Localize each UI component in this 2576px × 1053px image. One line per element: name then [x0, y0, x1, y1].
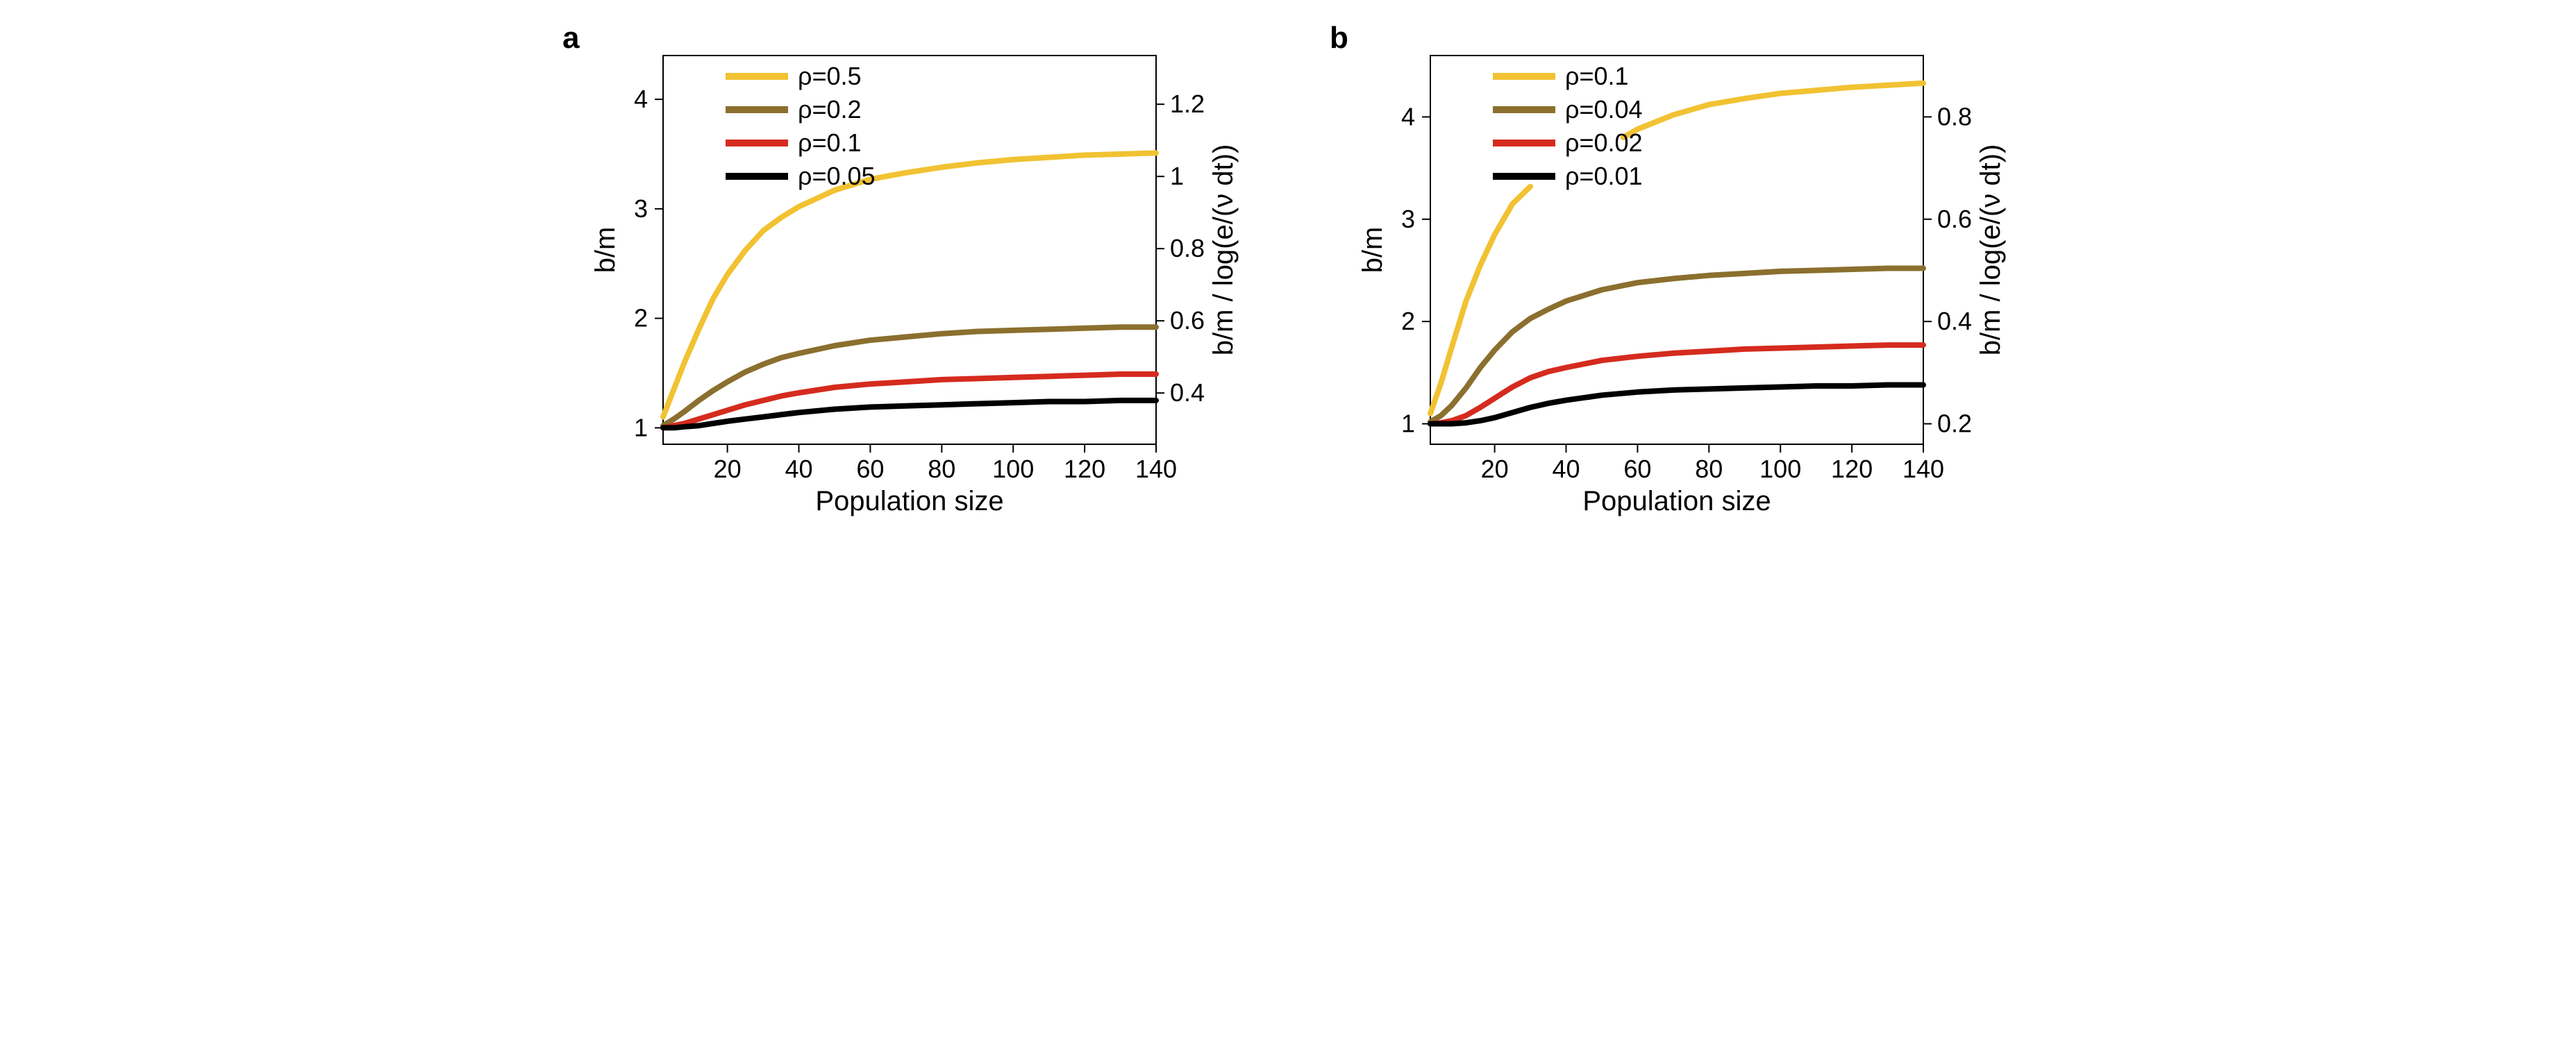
legend-label: ρ=0.2 [798, 95, 862, 124]
svg-text:0.8: 0.8 [1170, 234, 1205, 262]
chart-b: 20 40 60 80 100 120 140 1 2 3 4 0.2 0.4 0.6 0.8 ρ=0.1 ρ=… [1357, 42, 2014, 521]
svg-text:80: 80 [1695, 455, 1723, 483]
svg-text:100: 100 [992, 455, 1034, 483]
legend-label: ρ=0.04 [1565, 95, 1643, 124]
svg-text:0.4: 0.4 [1937, 307, 1972, 335]
svg-text:4: 4 [1401, 102, 1415, 130]
svg-text:3: 3 [1401, 205, 1415, 233]
svg-text:100: 100 [1759, 455, 1801, 483]
svg-text:60: 60 [856, 455, 884, 483]
svg-text:40: 40 [785, 455, 812, 483]
svg-text:0.6: 0.6 [1170, 306, 1205, 335]
svg-text:1: 1 [1170, 162, 1184, 190]
svg-text:0.2: 0.2 [1937, 410, 1972, 438]
svg-text:b/m / log(e/(ν dt)): b/m / log(e/(ν dt)) [1975, 144, 2006, 356]
svg-text:1.2: 1.2 [1170, 90, 1205, 118]
svg-text:20: 20 [714, 455, 742, 483]
svg-text:b/m: b/m [1357, 227, 1388, 273]
svg-text:120: 120 [1831, 455, 1873, 483]
panel-a: a 20 40 60 80 100 120 140 1 2 3 4 0.4 0.6 0.8 1 1.2 ρ=0.5… [562, 21, 1246, 521]
legend-label: ρ=0.05 [798, 162, 876, 190]
legend-label: ρ=0.1 [1565, 62, 1629, 90]
chart-a: 20 40 60 80 100 120 140 1 2 3 4 0.4 0.6 0.8 1 1.2 ρ=0.5 ρ… [590, 42, 1246, 521]
legend-label: ρ=0.5 [798, 62, 862, 90]
svg-text:140: 140 [1902, 455, 1944, 483]
svg-text:40: 40 [1552, 455, 1580, 483]
series-line [1430, 83, 1923, 414]
svg-text:0.6: 0.6 [1937, 205, 1972, 233]
svg-text:b/m: b/m [590, 227, 621, 273]
svg-text:1: 1 [634, 413, 648, 441]
svg-text:2: 2 [1401, 307, 1415, 335]
svg-text:4: 4 [634, 85, 648, 113]
panel-label-b: b [1330, 21, 1348, 56]
legend-label: ρ=0.01 [1565, 162, 1643, 190]
svg-text:20: 20 [1481, 455, 1509, 483]
svg-text:2: 2 [634, 304, 648, 332]
svg-text:80: 80 [928, 455, 955, 483]
svg-text:140: 140 [1135, 455, 1177, 483]
svg-text:60: 60 [1623, 455, 1651, 483]
panel-label-a: a [562, 21, 579, 56]
svg-text:Population size: Population size [815, 486, 1003, 516]
svg-text:0.8: 0.8 [1937, 102, 1972, 130]
svg-text:1: 1 [1401, 410, 1415, 438]
svg-text:3: 3 [634, 194, 648, 223]
figure-container: a2040608010012014012340.40.60.811.2ρ=0.5… [21, 21, 2555, 521]
svg-text:Population size: Population size [1582, 486, 1771, 516]
svg-text:b/m / log(e/(ν dt)): b/m / log(e/(ν dt)) [1208, 144, 1239, 356]
panel-b: b 20 40 60 80 100 120 140 1 2 3 4 0.2 0.4 0.6 0.8 ρ=0.1 ρ… [1330, 21, 2014, 521]
svg-text:120: 120 [1064, 455, 1105, 483]
svg-text:0.4: 0.4 [1170, 378, 1205, 407]
legend-label: ρ=0.1 [798, 128, 862, 157]
legend-label: ρ=0.02 [1565, 128, 1643, 157]
